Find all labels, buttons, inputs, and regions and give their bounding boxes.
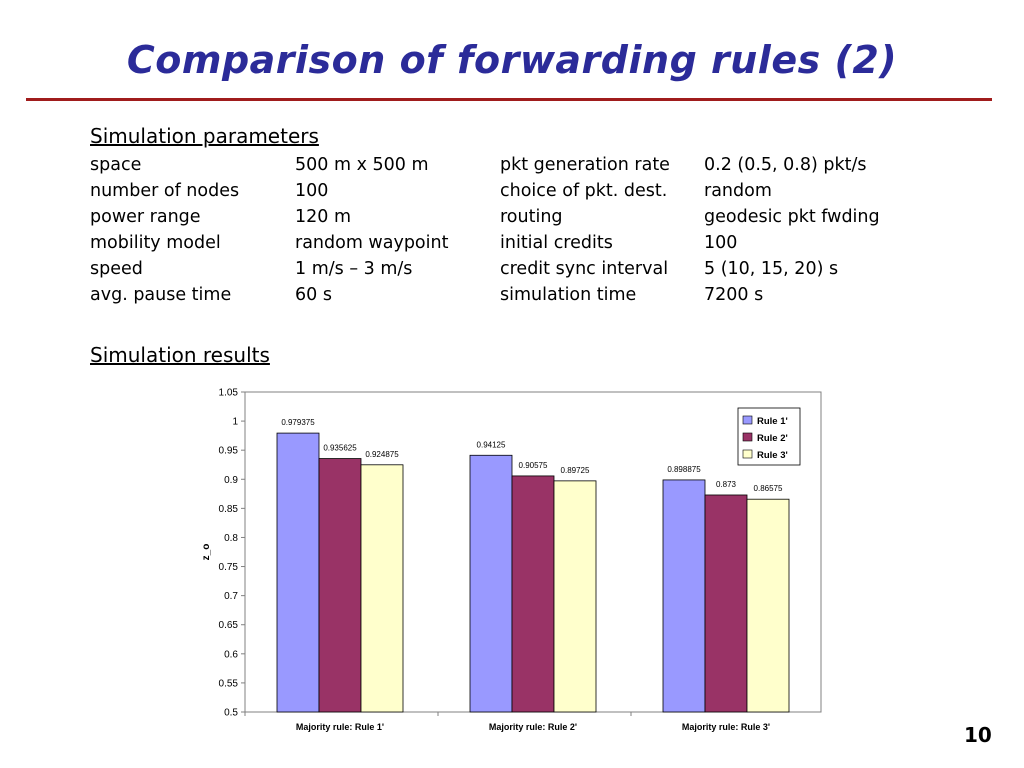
bar <box>360 464 404 713</box>
data-label: 0.94125 <box>477 440 506 449</box>
data-label: 0.90575 <box>519 461 548 470</box>
legend-label: Rule 1' <box>757 416 788 427</box>
param-value: 7200 s <box>704 285 764 305</box>
results-chart: 0.5 0.55 0.6 0.65 0.7 0.75 0.8 0.85 0.9 0.95 1 1.05… <box>200 380 825 740</box>
param-value: random waypoint <box>295 233 449 253</box>
bar <box>704 494 748 713</box>
bar-chart-svg: 0.5 0.55 0.6 0.65 0.7 0.75 0.8 0.85 0.9 0.95 1 1.05… <box>201 388 825 732</box>
data-label: 0.935625 <box>323 444 357 453</box>
param-key: space <box>90 155 142 175</box>
y-tick-label: 0.75 <box>219 562 239 573</box>
y-tick-label: 0.55 <box>219 678 239 689</box>
param-value: random <box>704 181 772 201</box>
params-heading: Simulation parameters <box>90 124 319 148</box>
param-value: geodesic pkt fwding <box>704 207 880 227</box>
data-label: 0.873 <box>716 480 737 489</box>
data-label: 0.979375 <box>281 418 315 427</box>
data-label: 0.86575 <box>754 484 783 493</box>
legend-swatch <box>742 432 753 442</box>
param-key: routing <box>500 207 563 227</box>
y-tick-label: 0.9 <box>224 475 238 486</box>
legend-label: Rule 3' <box>757 450 788 461</box>
param-value: 0.2 (0.5, 0.8) pkt/s <box>704 155 867 175</box>
x-tick-label: Majority rule: Rule 2' <box>489 722 577 732</box>
param-key: speed <box>90 259 143 279</box>
param-value: 60 s <box>295 285 332 305</box>
param-value: 100 <box>704 233 738 253</box>
data-label: 0.924875 <box>365 450 399 459</box>
y-axis-label: z_o <box>201 544 212 561</box>
legend-swatch <box>742 415 753 425</box>
page-number: 10 <box>964 723 992 747</box>
param-key: pkt generation rate <box>500 155 670 175</box>
results-heading: Simulation results <box>90 343 270 367</box>
bar <box>276 432 320 713</box>
param-key: credit sync interval <box>500 259 669 279</box>
y-tick-label: 1.05 <box>219 388 239 399</box>
bar <box>318 458 362 713</box>
y-tick-label: 0.65 <box>219 620 239 631</box>
data-label: 0.89725 <box>561 466 590 475</box>
x-tick-label: Majority rule: Rule 3' <box>682 722 770 732</box>
bar <box>469 454 513 713</box>
param-key: avg. pause time <box>90 285 232 305</box>
bar <box>553 480 597 713</box>
y-tick-label: 0.8 <box>224 533 238 544</box>
bar <box>746 498 790 713</box>
param-value: 5 (10, 15, 20) s <box>704 259 839 279</box>
y-tick-label: 0.95 <box>219 446 239 457</box>
bar <box>511 475 555 713</box>
param-key: power range <box>90 207 201 227</box>
param-value: 500 m x 500 m <box>295 155 429 175</box>
data-label: 0.898875 <box>667 465 701 474</box>
x-tick-label: Majority rule: Rule 1' <box>296 722 384 732</box>
legend-swatch <box>742 449 753 459</box>
y-tick-label: 0.5 <box>224 708 238 719</box>
param-value: 120 m <box>295 207 352 227</box>
param-key: initial credits <box>500 233 613 253</box>
param-key: simulation time <box>500 285 637 305</box>
bar <box>662 479 706 713</box>
y-tick-label: 0.7 <box>224 591 238 602</box>
param-key: number of nodes <box>90 181 240 201</box>
legend-label: Rule 2' <box>757 433 788 444</box>
y-tick-label: 0.6 <box>224 649 238 660</box>
param-value: 1 m/s – 3 m/s <box>295 259 413 279</box>
y-tick-label: 0.85 <box>219 504 239 515</box>
param-value: 100 <box>295 181 329 201</box>
param-key: mobility model <box>90 233 221 253</box>
param-key: choice of pkt. dest. <box>500 181 668 201</box>
slide-title: Comparison of forwarding rules (2) <box>126 38 898 82</box>
y-tick-label: 1 <box>232 417 238 428</box>
title-divider <box>26 98 992 101</box>
